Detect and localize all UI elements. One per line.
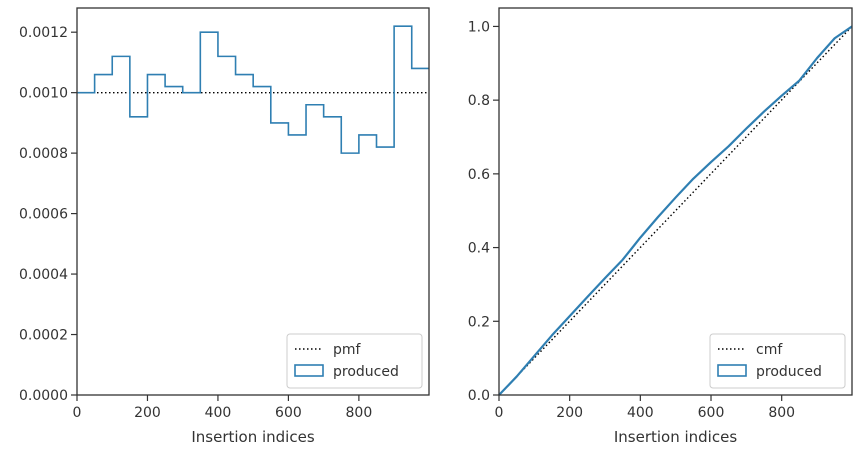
legend-produced-swatch [717,364,747,377]
right-legend-box [709,333,846,389]
legend-produced-label: produced [756,364,822,380]
x-tick-label: 200 [134,405,161,421]
y-tick-label: 0.0002 [19,328,68,344]
left-legend-box [286,333,423,389]
produced-cumulative-line [498,25,853,396]
produced-histogram-step [77,25,429,154]
y-tick-label: 0.0 [468,388,490,404]
legend-produced-swatch [294,364,324,377]
y-tick-label: 0.0006 [19,207,68,223]
right-x-axis-label: Insertion indices [614,428,737,446]
right-legend: cmf produced [709,333,846,389]
left-legend: pmf produced [286,333,423,389]
y-tick-label: 0.6 [468,167,490,183]
x-tick-label: 400 [205,405,232,421]
left-x-axis-label: Insertion indices [191,428,314,446]
y-tick-label: 1.0 [468,19,490,35]
legend-produced-label: produced [333,364,399,380]
right-y-axis-ticks: 0.0 0.2 0.4 0.6 0.8 1.0 [468,19,499,404]
x-tick-label: 200 [556,405,583,421]
x-tick-label: 600 [698,405,725,421]
x-tick-label: 800 [768,405,795,421]
legend-pmf-label: pmf [333,342,362,358]
y-tick-label: 0.0004 [19,267,68,283]
cmf-reference-line [498,25,853,396]
y-tick-label: 0.0010 [19,86,68,102]
y-tick-label: 0.8 [468,93,490,109]
x-tick-label: 0 [495,405,504,421]
x-tick-label: 0 [73,405,82,421]
y-tick-label: 0.4 [468,241,490,257]
y-tick-label: 0.0000 [19,388,68,404]
x-tick-label: 400 [627,405,654,421]
left-x-axis-ticks: 0 200 400 600 800 [73,395,373,421]
x-tick-label: 800 [346,405,373,421]
pmf-histogram-panel: 0.0000 0.0002 0.0004 0.0006 0.0008 0.0010 0.00… [19,7,430,446]
right-x-axis-ticks: 0 200 400 600 800 [495,395,795,421]
left-axes-frame [76,7,430,396]
y-tick-label: 0.2 [468,314,490,330]
left-y-axis-ticks: 0.0000 0.0002 0.0004 0.0006 0.0008 0.0010 0.00… [19,25,77,404]
legend-cmf-label: cmf [756,342,783,358]
cmf-panel: 0.0 0.2 0.4 0.6 0.8 1.0 0 200 400 600 800 Inserti… [468,7,853,446]
x-tick-label: 600 [275,405,302,421]
y-tick-label: 0.0012 [19,25,68,41]
right-axes-frame [498,7,853,396]
y-tick-label: 0.0008 [19,146,68,162]
